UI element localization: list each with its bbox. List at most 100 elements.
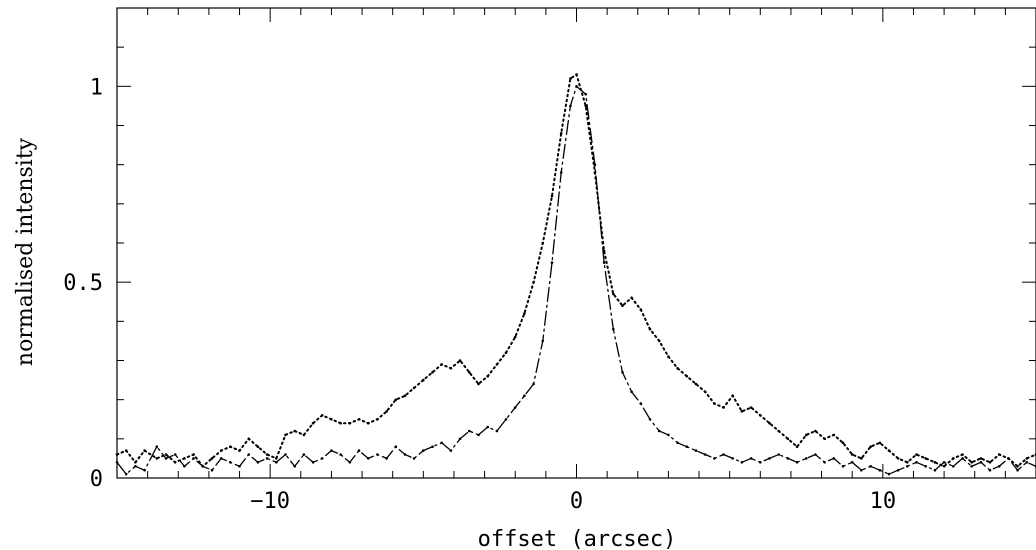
data-point-dotted [229,445,232,449]
data-point-dotted [357,418,361,421]
data-point-dash-dot [979,461,983,464]
data-point-dotted [970,461,973,464]
series-layer [115,73,1036,476]
y-tick-label: 0 [90,467,103,492]
data-point-dash-dot [357,449,361,452]
data-point-dash-dot [143,468,146,472]
data-point-dotted [431,371,434,374]
data-point-dash-dot [878,468,882,472]
data-point-dash-dot [210,468,214,472]
data-point-dash-dot [759,461,762,464]
data-point-dotted [667,355,670,358]
data-point-dotted [593,171,597,174]
data-point-dash-dot [403,453,407,456]
data-point-dotted [988,461,992,464]
data-point-dash-dot [915,461,918,464]
data-point-dotted [173,461,177,464]
data-point-dotted [330,418,333,421]
data-point-dash-dot [1016,468,1019,472]
data-point-dash-dot [612,327,615,331]
data-point-dash-dot [431,445,434,449]
data-point-dotted [477,382,480,386]
data-point-dash-dot [412,457,416,460]
data-point-dotted [532,280,535,284]
data-point-dotted [311,421,315,425]
data-point-dotted [192,453,195,456]
data-point-dash-dot [486,425,490,429]
data-point-dash-dot [183,465,186,468]
data-point-dash-dot [311,461,315,464]
data-point-dotted [284,433,287,437]
data-point-dotted [293,429,297,433]
data-point-dotted [997,453,1001,456]
data-point-dash-dot [265,457,269,460]
data-point-dash-dot [115,461,119,464]
data-point-dash-dot [495,429,499,433]
data-point-dash-dot [256,461,260,464]
data-point-dotted [869,445,872,449]
data-point-dotted [210,457,214,460]
data-point-dotted [878,441,882,445]
data-point-dotted [134,461,137,464]
data-point-dotted [722,406,725,409]
data-point-dotted [713,402,716,405]
data-point-dash-dot [458,437,462,441]
data-point-dash-dot [173,453,177,456]
data-point-dash-dot [722,453,725,456]
data-point-dash-dot [933,468,937,472]
data-point-dash-dot [155,445,159,449]
data-point-dotted [559,132,563,135]
data-point-dash-dot [192,457,195,460]
data-point-dotted [731,394,734,398]
data-point-dash-dot [768,457,771,460]
data-point-dotted [621,304,624,308]
data-point-dash-dot [477,433,480,437]
data-point-dotted [403,394,407,398]
data-point-dash-dot [330,449,333,452]
data-point-dash-dot [703,453,707,456]
data-point-dotted [685,374,689,378]
data-point-dotted [612,292,615,296]
data-point-dotted [348,421,352,425]
data-point-dotted [486,374,490,378]
data-point-dash-dot [988,468,992,472]
data-point-dash-dot [795,461,799,464]
x-tick-label: 10 [870,489,897,514]
data-point-dotted [777,429,780,433]
data-point-dash-dot [532,382,535,386]
data-point-dotted [961,453,964,456]
data-point-dash-dot [584,92,587,96]
series-line-dash-dot [116,85,1036,476]
data-point-dash-dot [970,465,973,468]
data-point-dotted [219,449,223,452]
data-point-dotted [468,371,471,374]
data-point-dotted [155,457,159,460]
data-point-dash-dot [468,429,471,433]
data-point-dotted [850,453,854,456]
data-point-dash-dot [275,461,278,464]
data-point-dotted [942,465,946,468]
data-point-dotted [703,390,707,394]
data-point-dash-dot [550,261,554,264]
data-point-dotted [832,433,836,437]
data-point-dash-dot [385,457,388,460]
data-point-dash-dot [832,457,836,460]
data-point-dash-dot [869,465,872,468]
data-point-dash-dot [348,461,352,464]
data-point-dotted [339,421,342,425]
data-point-dotted [1007,457,1010,460]
data-point-dash-dot [841,465,845,468]
data-point-dash-dot [569,104,572,108]
data-point-dotted [504,351,508,355]
x-tick-label: 0 [570,489,583,514]
data-point-dash-dot [440,441,444,445]
data-point-dotted [786,437,790,441]
data-point-dotted [376,418,379,421]
data-point-dash-dot [124,472,128,476]
data-point-dash-dot [284,453,287,456]
data-point-dash-dot [504,418,508,421]
data-point-dotted [440,363,444,366]
data-point-dash-dot [896,468,900,472]
data-point-dotted [302,433,306,437]
data-point-dash-dot [229,461,232,464]
